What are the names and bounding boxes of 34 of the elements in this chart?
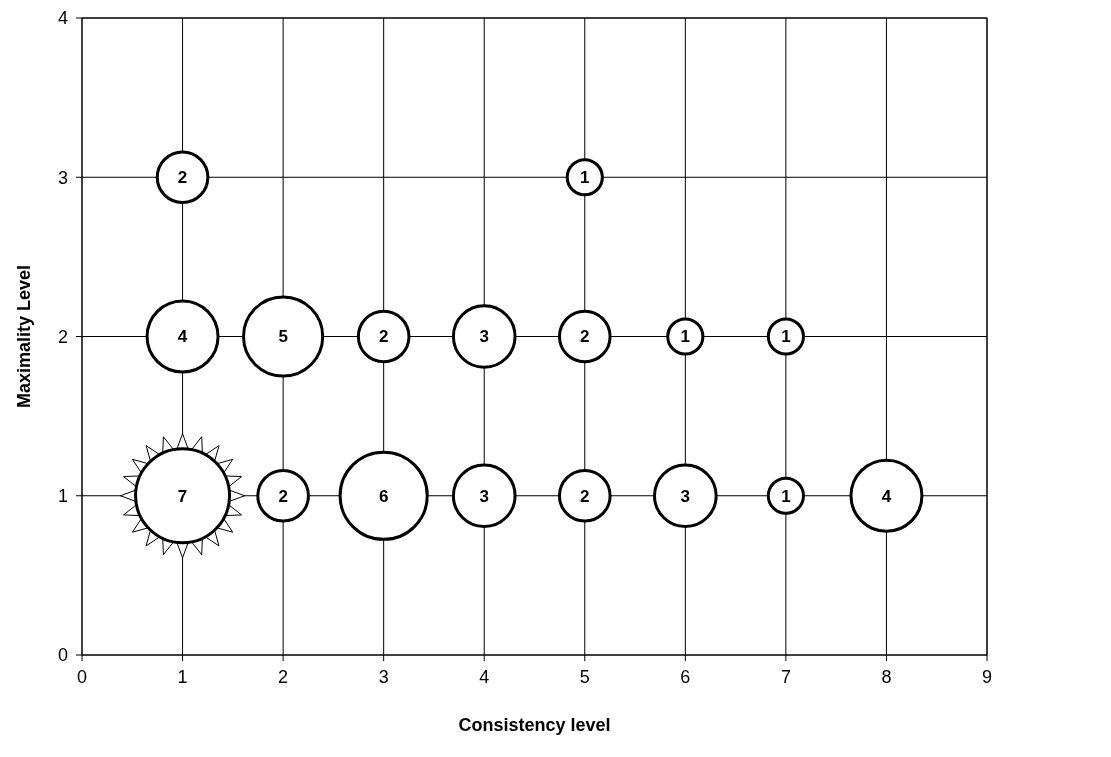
annotation: 3	[680, 486, 691, 506]
annotation: 2	[580, 486, 590, 506]
x-tick-label: 1	[177, 667, 188, 687]
annotation: 4	[881, 486, 892, 506]
annotation: 3	[479, 327, 489, 347]
x-tick-label: 8	[881, 667, 892, 687]
x-axis-title: Consistency level	[458, 715, 611, 735]
annotation: 5	[278, 327, 288, 347]
annotation: 3	[479, 486, 489, 506]
annotation: 7	[177, 486, 188, 506]
x-tick-label: 4	[479, 667, 490, 687]
annotation: 2	[378, 327, 389, 347]
annotation: 2	[278, 486, 288, 506]
y-tick-label: 4	[57, 8, 68, 29]
y-axis-title: Maximality Level	[14, 264, 34, 409]
x-tick-label: 3	[378, 667, 389, 687]
annotation: 1	[680, 327, 691, 347]
y-tick-label: 1	[57, 486, 68, 507]
y-tick-label: 3	[57, 167, 68, 188]
annotation: 2	[580, 327, 590, 347]
x-tick-label: 0	[76, 667, 88, 687]
x-tick-label: 7	[780, 667, 791, 687]
annotation: 6	[378, 486, 389, 506]
annotation: 1	[781, 327, 791, 347]
annotation: 1	[580, 168, 590, 188]
x-tick-label: 6	[680, 667, 691, 687]
x-tick-label: 9	[981, 667, 993, 687]
x-tick-label: 5	[579, 667, 590, 687]
y-tick-label: 2	[57, 326, 68, 347]
y-tick-label: 0	[57, 645, 68, 666]
annotation: 4	[177, 327, 188, 347]
x-tick-label: 2	[278, 667, 289, 687]
annotation: 1	[781, 486, 791, 506]
annotation: 2	[177, 168, 188, 188]
